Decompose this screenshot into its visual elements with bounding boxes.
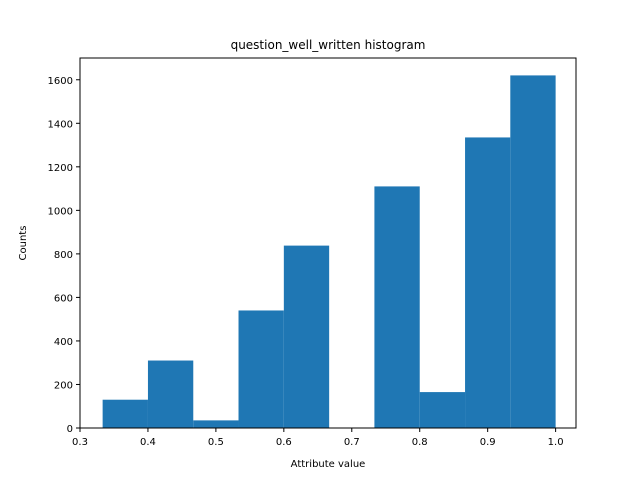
x-tick-label: 1.0 (548, 437, 564, 448)
y-tick-label: 0 (67, 424, 73, 435)
histogram-bar-10 (510, 75, 556, 428)
y-tick-label: 1400 (48, 119, 73, 130)
x-tick-label: 0.7 (344, 437, 360, 448)
histogram-bar-9 (465, 137, 511, 428)
histogram-bar-2 (147, 360, 194, 428)
y-tick-label: 1200 (48, 163, 73, 174)
y-tick-label: 200 (54, 380, 73, 391)
histogram-bar-8 (419, 392, 466, 428)
y-tick-label: 1000 (48, 206, 73, 217)
x-tick-label: 0.9 (480, 437, 496, 448)
histogram-bar-4 (238, 310, 284, 428)
y-axis-ticks: 0 200 400 600 800 1000 1200 1400 1600 (48, 76, 80, 435)
x-tick-label: 0.6 (276, 437, 292, 448)
y-tick-label: 400 (54, 337, 73, 348)
y-tick-label: 1600 (48, 76, 73, 87)
histogram-bar-5 (283, 245, 330, 428)
y-tick-label: 600 (54, 293, 73, 304)
histogram-bar-1 (102, 399, 148, 428)
x-tick-label: 0.8 (412, 437, 428, 448)
bars-group (102, 75, 556, 428)
histogram-bar-7 (374, 186, 420, 428)
plot-frame (79, 57, 577, 429)
x-axis-ticks: 0.3 0.4 0.5 0.6 0.7 0.8 0.9 1.0 (72, 428, 564, 448)
y-tick-label: 800 (54, 250, 73, 261)
x-tick-label: 0.4 (140, 437, 156, 448)
y-axis-label: Counts (18, 226, 29, 261)
x-tick-label: 0.3 (72, 437, 88, 448)
x-tick-label: 0.5 (208, 437, 224, 448)
x-axis-label: Attribute value (291, 459, 366, 470)
histogram-bar-3 (193, 420, 239, 428)
chart-title: question_well_written histogram (231, 38, 426, 52)
